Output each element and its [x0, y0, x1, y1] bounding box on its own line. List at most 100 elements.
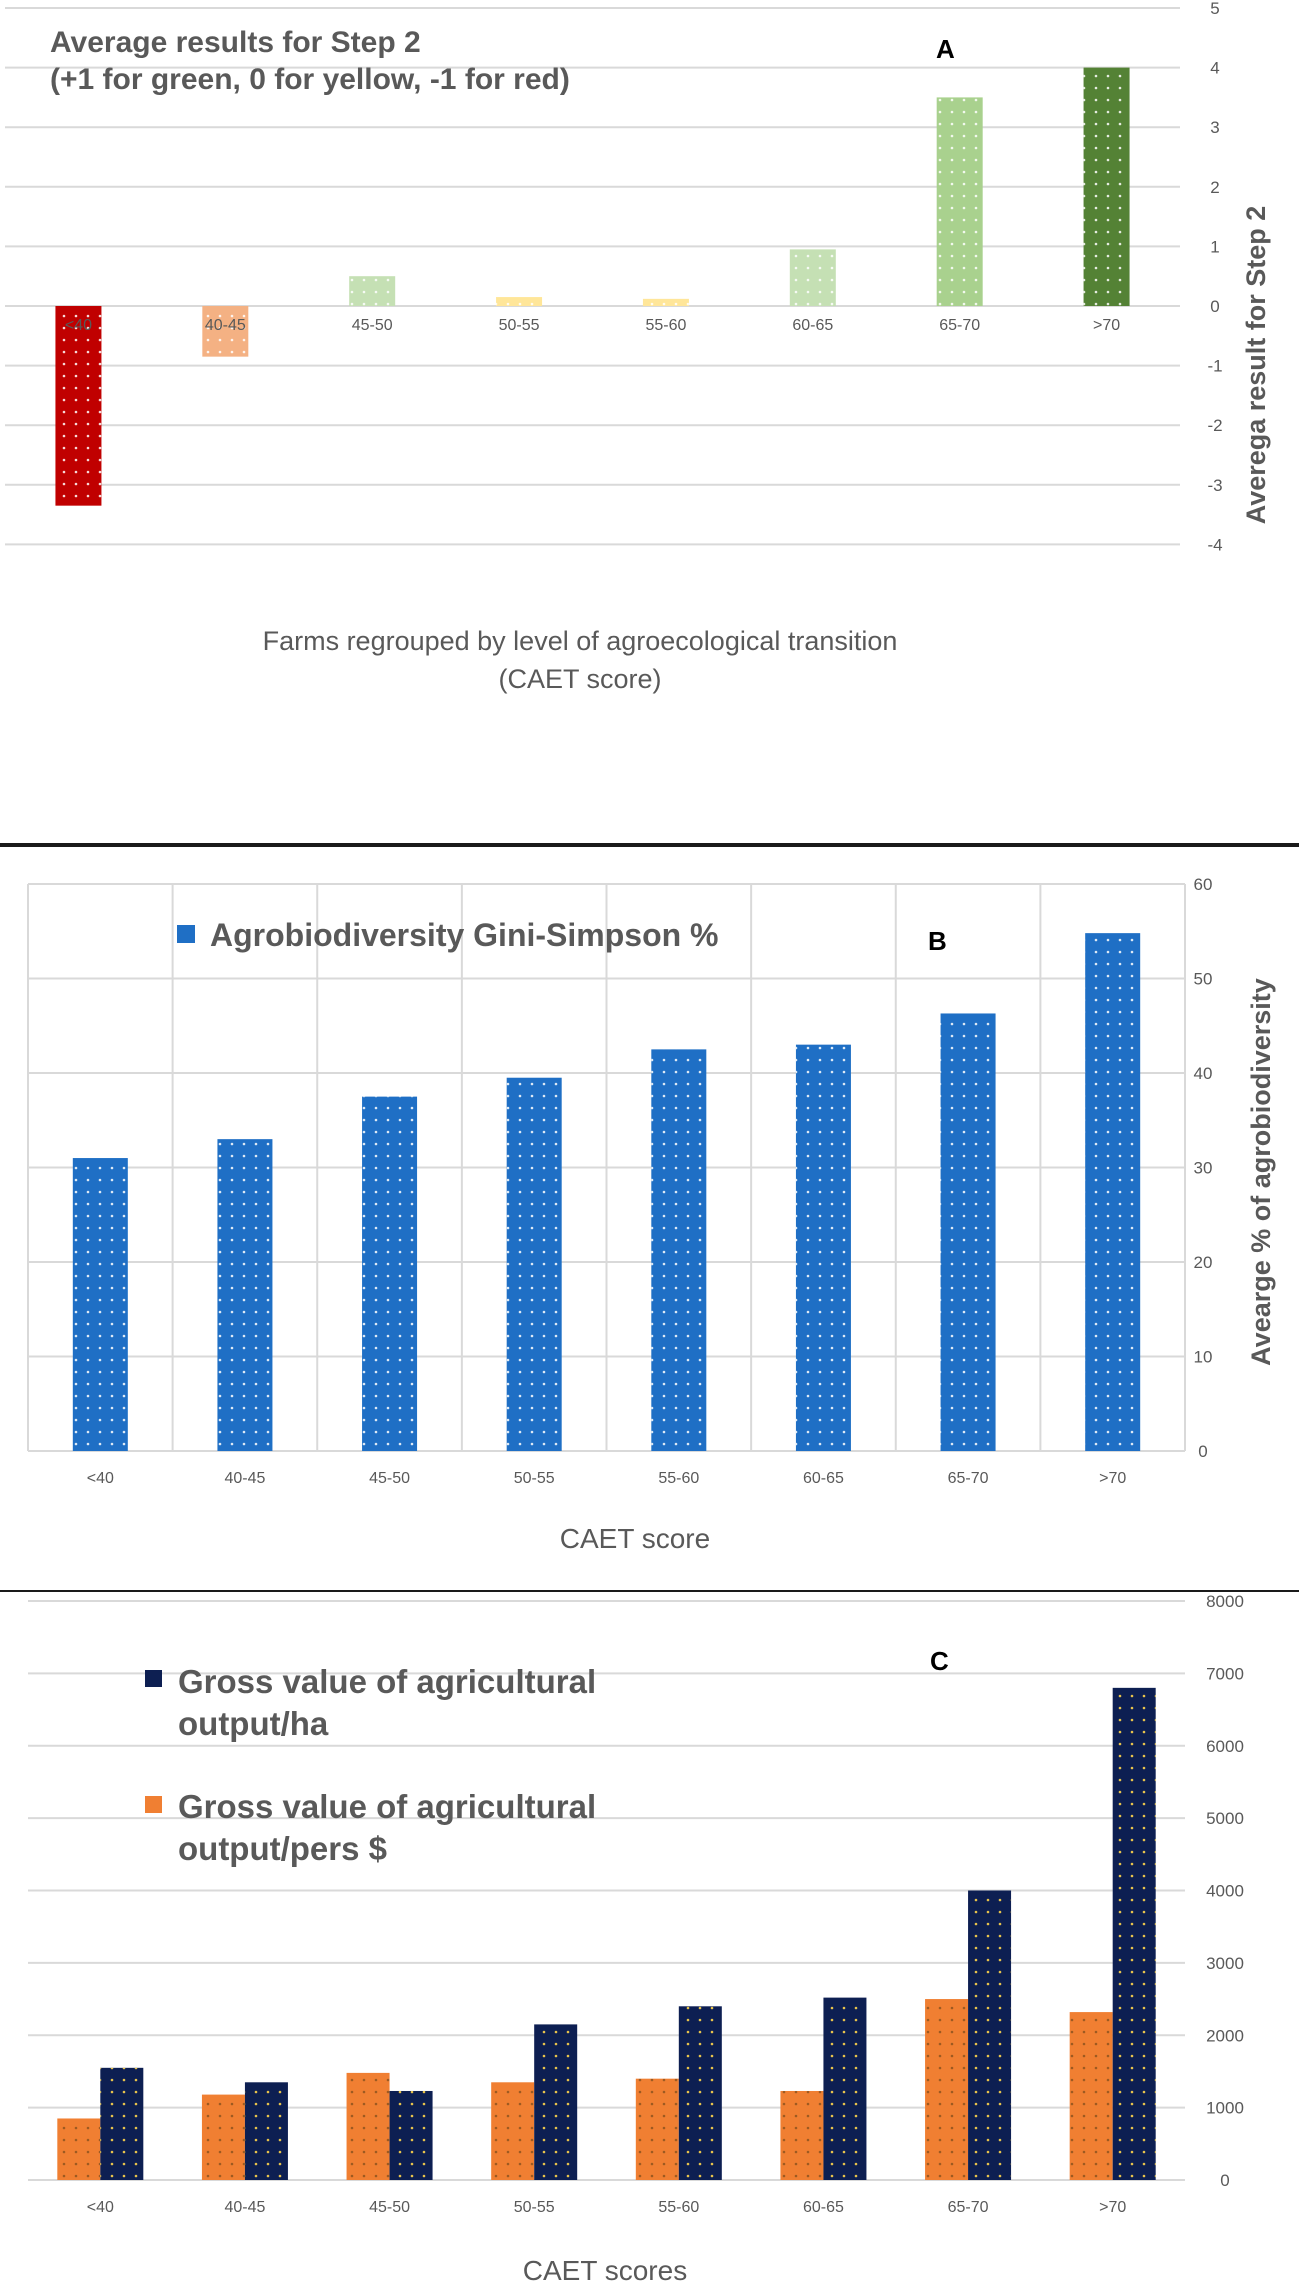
panel-a-ytick-label: -4	[1207, 535, 1222, 554]
panel-c-ytick-label: 8000	[1206, 1592, 1244, 1611]
panel-c-legend-ha-line-1: Gross value of agricultural	[178, 1663, 596, 1700]
panel-b-ylabel: Avearge % of agrobiodiversity	[1246, 978, 1276, 1366]
panel-a-ytick-label: 5	[1210, 0, 1219, 18]
panel-c-bar-per-ha-dots	[823, 1997, 867, 2180]
panel-b-bar-dots	[1085, 933, 1141, 1451]
panel-c-bar-per-ha-dots	[534, 2024, 578, 2180]
panel-a-chart: <40 40-45 45-50 50-55 55-60 60-65 65-70 >70 -4 -…	[5, 0, 1271, 694]
panel-b-legend-label: Agrobiodiversity Gini-Simpson %	[210, 917, 719, 953]
panel-c-bar-per-ha-dots	[100, 2067, 144, 2180]
panel-c-category-label: 45-50	[369, 2199, 410, 2216]
panel-b-bar-dots	[506, 1077, 562, 1451]
panel-c-ytick-label: 4000	[1206, 1882, 1244, 1901]
panel-c-ytick-label: 1000	[1206, 2099, 1244, 2118]
panel-c-bar-per-person-dots	[1069, 2012, 1113, 2180]
panel-a-ytick-label: -2	[1207, 416, 1222, 435]
panel-b-ytick-label: 10	[1194, 1348, 1213, 1367]
panel-divider-top	[0, 843, 1299, 847]
panel-b-bar-dots	[940, 1013, 996, 1451]
panel-a-ytick-label: -1	[1207, 357, 1222, 376]
panel-a-ylabel: Averega result for Step 2	[1241, 206, 1271, 525]
panel-c-bar-per-person-dots	[925, 1999, 969, 2180]
panel-c-category-label: 65-70	[948, 2199, 989, 2216]
panel-b-bar-dots	[72, 1158, 128, 1451]
panel-c-ytick-label: 3000	[1206, 1954, 1244, 1973]
panel-b-category-label: 65-70	[948, 1470, 989, 1487]
panel-c-bar-per-person-dots	[346, 2072, 390, 2180]
panel-b-bar-dots	[362, 1096, 418, 1451]
panel-c-ytick-label: 5000	[1206, 1809, 1244, 1828]
panel-a-category-label: 60-65	[792, 317, 833, 334]
panel-b-category-label: 60-65	[803, 1470, 844, 1487]
panel-a-letter: A	[936, 34, 955, 64]
panel-c-category-label: 55-60	[658, 2199, 699, 2216]
panel-c-letter: C	[930, 1646, 949, 1676]
panel-c-category-label: 50-55	[514, 2199, 555, 2216]
panel-a-category-label: <40	[65, 317, 92, 334]
panel-a-bar-dots	[496, 297, 543, 306]
panel-b-bar-dots	[795, 1044, 851, 1451]
panel-a-ytick-label: -3	[1207, 476, 1222, 495]
panel-c-bar-per-ha-dots	[389, 2090, 433, 2180]
panel-b-category-label: 50-55	[514, 1470, 555, 1487]
panel-a-category-label: >70	[1093, 317, 1120, 334]
panel-a-ytick-label: 1	[1210, 237, 1219, 256]
panel-c-legend-swatch-pers	[145, 1796, 162, 1813]
panel-b-letter: B	[928, 926, 947, 956]
panel-c-ytick-label: 7000	[1206, 1664, 1244, 1683]
panel-b-legend-swatch	[177, 925, 195, 943]
panel-a-category-label: 50-55	[499, 317, 540, 334]
panel-b-ytick-label: 40	[1194, 1064, 1213, 1083]
panel-b-ytick-label: 50	[1194, 970, 1213, 989]
panel-c-bar-per-person-dots	[780, 2090, 824, 2180]
panel-c-category-label: >70	[1099, 2199, 1126, 2216]
panel-c-legend-ha-line-2: output/ha	[178, 1705, 329, 1742]
panel-c-category-label: <40	[87, 2199, 114, 2216]
panel-a-ytick-label: 3	[1210, 118, 1219, 137]
panel-c-legend-pers-line-2: output/pers $	[178, 1830, 387, 1867]
panel-c-category-label: 40-45	[224, 2199, 265, 2216]
panel-b-bar-dots	[217, 1139, 273, 1451]
panel-a-category-label: 45-50	[352, 317, 393, 334]
panel-c-category-label: 60-65	[803, 2199, 844, 2216]
panel-c-bar-per-ha-dots	[244, 2082, 288, 2180]
panel-c-chart: <40 40-45 45-50 50-55 55-60 60-65 65-70 >70 0 10…	[28, 1592, 1244, 2286]
panel-c-bar-per-ha-dots	[678, 2006, 722, 2180]
panel-c-legend-swatch-ha	[145, 1670, 162, 1687]
panel-a-bar-dots	[642, 298, 689, 306]
panel-b-ytick-label: 20	[1194, 1253, 1213, 1272]
panel-c-bar-per-person-dots	[201, 2094, 245, 2180]
panel-a-ytick-label: 0	[1210, 297, 1219, 316]
panel-b-category-label: >70	[1099, 1470, 1126, 1487]
panel-c-bar-per-ha-dots	[968, 1890, 1012, 2180]
panel-a-category-label: 55-60	[645, 317, 686, 334]
panel-b-category-label: 55-60	[658, 1470, 699, 1487]
panel-a-title-line-1: Average results for Step 2	[50, 26, 421, 59]
panel-c-legend-pers-line-1: Gross value of agricultural	[178, 1788, 596, 1825]
panel-a-bar-dots	[55, 306, 102, 506]
panel-a-bar-dots	[349, 276, 396, 306]
panel-a-bar-dots	[202, 306, 249, 357]
panel-b-ytick-label: 30	[1194, 1159, 1213, 1178]
panel-c-bar-per-person-dots	[57, 2118, 101, 2180]
panel-a-bar-dots	[1083, 67, 1130, 306]
panel-c-ytick-label: 6000	[1206, 1737, 1244, 1756]
panel-c-ytick-label: 0	[1220, 2171, 1229, 2190]
panel-b-ytick-label: 60	[1194, 875, 1213, 894]
panel-b-ytick-label: 0	[1198, 1442, 1207, 1461]
panel-a-bar-dots	[789, 249, 836, 306]
panel-a-category-label: 40-45	[205, 317, 246, 334]
panel-b-chart: <40 40-45 45-50 50-55 55-60 60-65 65-70 >70 0 10…	[27, 875, 1276, 1554]
panel-a-bar-dots	[936, 97, 983, 307]
panel-a-category-label: 65-70	[939, 317, 980, 334]
panel-b-bar-dots	[651, 1049, 707, 1451]
panel-b-xlabel: CAET score	[560, 1523, 710, 1554]
panel-a-ytick-label: 4	[1210, 59, 1219, 78]
panel-c-bar-per-person-dots	[635, 2078, 679, 2180]
panel-b-category-label: <40	[87, 1470, 114, 1487]
panel-a-xlabel-line-1: Farms regrouped by level of agroecologic…	[263, 626, 898, 656]
panel-c-bar-per-person-dots	[491, 2082, 535, 2180]
panel-c-xlabel: CAET scores	[523, 2255, 687, 2286]
panel-b-category-label: 45-50	[369, 1470, 410, 1487]
